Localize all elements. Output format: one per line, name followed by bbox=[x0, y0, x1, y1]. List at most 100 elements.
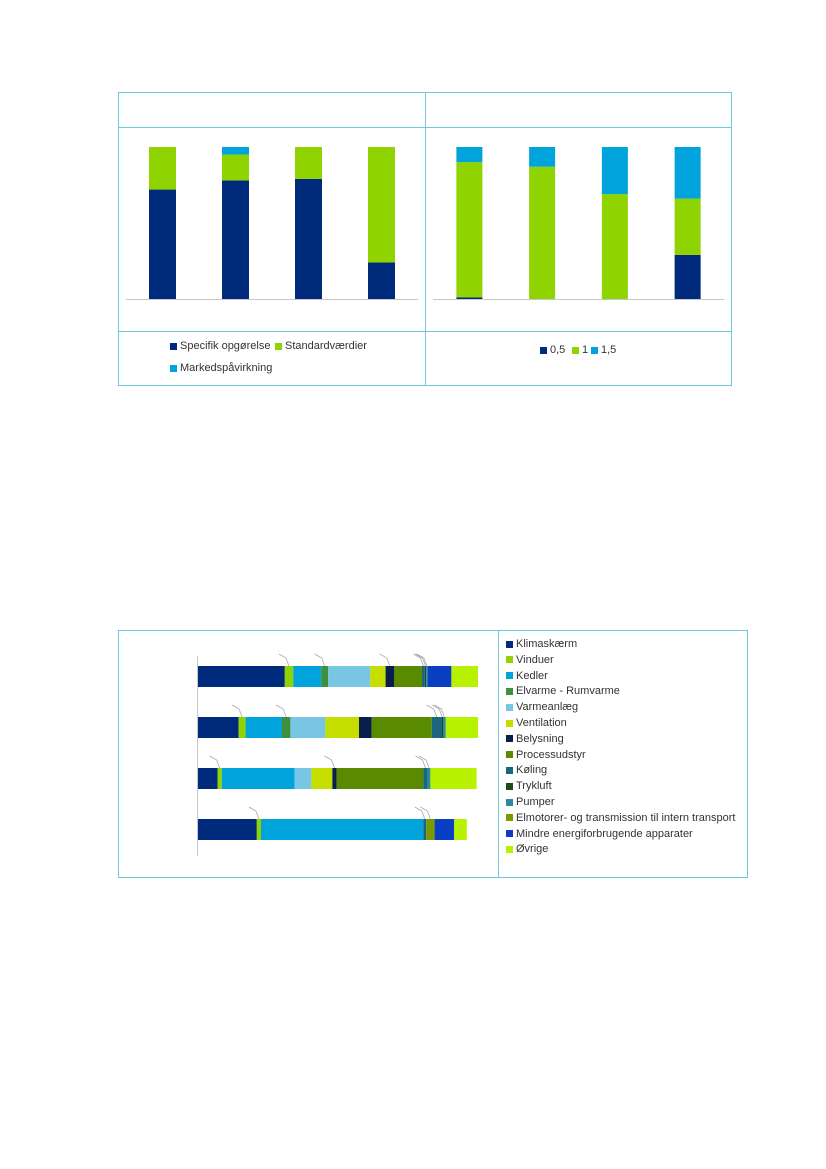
legend-label: Elvarme - Rumvarme bbox=[516, 685, 620, 698]
legend-swatch bbox=[572, 346, 579, 354]
chart3-legend-item-3: Elvarme - Rumvarme bbox=[506, 685, 620, 697]
legend-label: Trykluft bbox=[516, 780, 552, 793]
chart1-bar-segment-1-2 bbox=[222, 147, 249, 155]
chart3-leader-line-0-3 bbox=[314, 653, 326, 667]
chart3-leader-line-0-8 bbox=[413, 653, 424, 667]
chart3-legend-item-8: Køling bbox=[506, 764, 547, 776]
chart3-bar-segment-0-2 bbox=[293, 666, 322, 687]
chart3-bar-segment-2-1 bbox=[217, 768, 222, 789]
chart1-legend-item-2: Markedspåvirkning bbox=[170, 362, 272, 374]
chart1-legend-item-0: Specifik opgørelse bbox=[170, 340, 271, 352]
legend-label: Klimaskærm bbox=[516, 638, 578, 650]
chart3-legend-item-11: Elmotorer- og transmission til intern tr… bbox=[506, 812, 735, 824]
legend-label: 1 bbox=[582, 344, 589, 356]
chart1-bar-segment-3-0 bbox=[368, 262, 395, 299]
legend-swatch bbox=[170, 342, 177, 350]
chart3-legend-item-10: Pumper bbox=[506, 796, 555, 808]
chart3-bar-segment-0-13 bbox=[451, 666, 478, 687]
chart2-legend-item-2: 1,5 bbox=[591, 344, 616, 356]
chart3-bar-segment-1-7 bbox=[371, 717, 432, 738]
chart1-bar-segment-1-0 bbox=[222, 180, 249, 299]
legend-label: Varmeanlæg bbox=[516, 701, 579, 714]
legend-label: Ventilation bbox=[516, 717, 567, 729]
legend-swatch bbox=[506, 798, 513, 806]
legend-label: Belysning bbox=[516, 732, 564, 745]
chart3-leader-line-0-9 bbox=[415, 653, 426, 667]
legend-swatch bbox=[540, 346, 547, 354]
legend-label: Mindre energiforbrugende apparater bbox=[516, 827, 693, 840]
chart3-legend-item-4: Varmeanlæg bbox=[506, 701, 578, 713]
chart2-bar-segment-0-2 bbox=[456, 147, 483, 163]
chart-panel-top-divider bbox=[425, 92, 426, 386]
chart2-bar-segment-1-2 bbox=[529, 147, 556, 167]
chart3-bar-segment-1-3 bbox=[282, 717, 291, 738]
chart3-leader-line-3-1 bbox=[248, 806, 260, 820]
chart3-bar-segment-1-4 bbox=[290, 717, 326, 738]
chart2-legend-item-0: 0,5 bbox=[540, 344, 565, 356]
legend-swatch bbox=[506, 640, 513, 648]
chart3-leader-line-0-6 bbox=[379, 653, 391, 667]
chart3-bar-segment-1-8 bbox=[431, 717, 442, 738]
chart3-bar-segment-3-12 bbox=[434, 819, 455, 840]
legend-label: Markedspåvirkning bbox=[180, 362, 273, 374]
legend-label: Pumper bbox=[516, 796, 555, 808]
chart3-legend-item-5: Ventilation bbox=[506, 717, 567, 729]
chart3-bar-segment-0-7 bbox=[394, 666, 422, 687]
legend-label: Øvrige bbox=[516, 843, 549, 856]
chart3-bar-segment-0-5 bbox=[370, 666, 386, 687]
chart3-legend-item-12: Mindre energiforbrugende apparater bbox=[506, 828, 693, 840]
legend-swatch bbox=[506, 672, 513, 680]
legend-label: 1,5 bbox=[601, 344, 617, 356]
chart1-bar-segment-0-0 bbox=[149, 189, 176, 299]
chart3-legend-item-1: Vinduer bbox=[506, 654, 554, 666]
legend-label: 0,5 bbox=[550, 344, 566, 356]
legend-label: Køling bbox=[516, 764, 548, 777]
legend-swatch bbox=[506, 687, 513, 695]
chart3-leader-line-0-10 bbox=[416, 653, 428, 667]
chart3-bar-segment-2-8 bbox=[423, 768, 428, 789]
chart3-bar-segment-1-10 bbox=[443, 717, 446, 738]
chart2-bar-segment-0-0 bbox=[456, 297, 483, 299]
chart3-bar-segment-3-8 bbox=[423, 819, 427, 840]
chart2-bar-segment-3-2 bbox=[674, 147, 701, 199]
chart3-bar-segment-1-2 bbox=[245, 717, 282, 738]
chart3-bar-segment-0-9 bbox=[424, 666, 427, 687]
chart3-bar-segment-2-2 bbox=[221, 768, 295, 789]
chart3-bar-segment-0-0 bbox=[198, 666, 285, 687]
chart3-leader-line-3-8 bbox=[414, 806, 426, 820]
legend-swatch bbox=[506, 782, 513, 790]
chart3-bar-segment-0-10 bbox=[426, 666, 428, 687]
chart3-bar-segment-3-1 bbox=[256, 819, 261, 840]
chart2-bar-segment-3-0 bbox=[674, 254, 701, 299]
chart3-bar-segment-2-6 bbox=[332, 768, 337, 789]
chart2-bar-segment-1-1 bbox=[529, 166, 556, 299]
chart-panel-top-legend-rule bbox=[118, 331, 732, 332]
chart2-bar-segment-2-2 bbox=[601, 147, 628, 195]
legend-label: Specifik opgørelse bbox=[180, 340, 271, 352]
chart3-legend-item-9: Trykluft bbox=[506, 780, 552, 792]
legend-label: Vinduer bbox=[516, 653, 554, 666]
chart3-bar-segment-2-10 bbox=[427, 768, 431, 789]
chart3-legend-item-0: Klimaskærm bbox=[506, 638, 577, 650]
chart3-leader-line-3-11 bbox=[420, 806, 431, 820]
legend-label: Kedler bbox=[516, 669, 548, 682]
chart1-bar-segment-2-1 bbox=[295, 147, 322, 179]
chart3-leader-line-1-8 bbox=[426, 704, 438, 718]
chart3-bar-segment-1-9 bbox=[441, 717, 443, 738]
legend-label: Processudstyr bbox=[516, 748, 586, 761]
chart2-bar-segment-2-1 bbox=[601, 194, 628, 299]
chart3-bar-segment-2-5 bbox=[311, 768, 333, 789]
chart3-leader-line-2-10 bbox=[418, 755, 430, 769]
chart2-legend-item-1: 1 bbox=[572, 344, 588, 356]
chart1-bar-segment-0-1 bbox=[149, 147, 176, 190]
chart1-bar-segment-1-1 bbox=[222, 154, 249, 181]
chart3-bar-segment-0-8 bbox=[422, 666, 425, 687]
chart3-leader-line-1-9 bbox=[432, 704, 443, 718]
chart-panel-top-title-rule bbox=[118, 127, 732, 128]
chart3-bar-segment-0-4 bbox=[328, 666, 371, 687]
legend-swatch bbox=[506, 656, 513, 664]
legend-swatch bbox=[591, 346, 598, 354]
chart3-bar-segment-1-1 bbox=[238, 717, 246, 738]
